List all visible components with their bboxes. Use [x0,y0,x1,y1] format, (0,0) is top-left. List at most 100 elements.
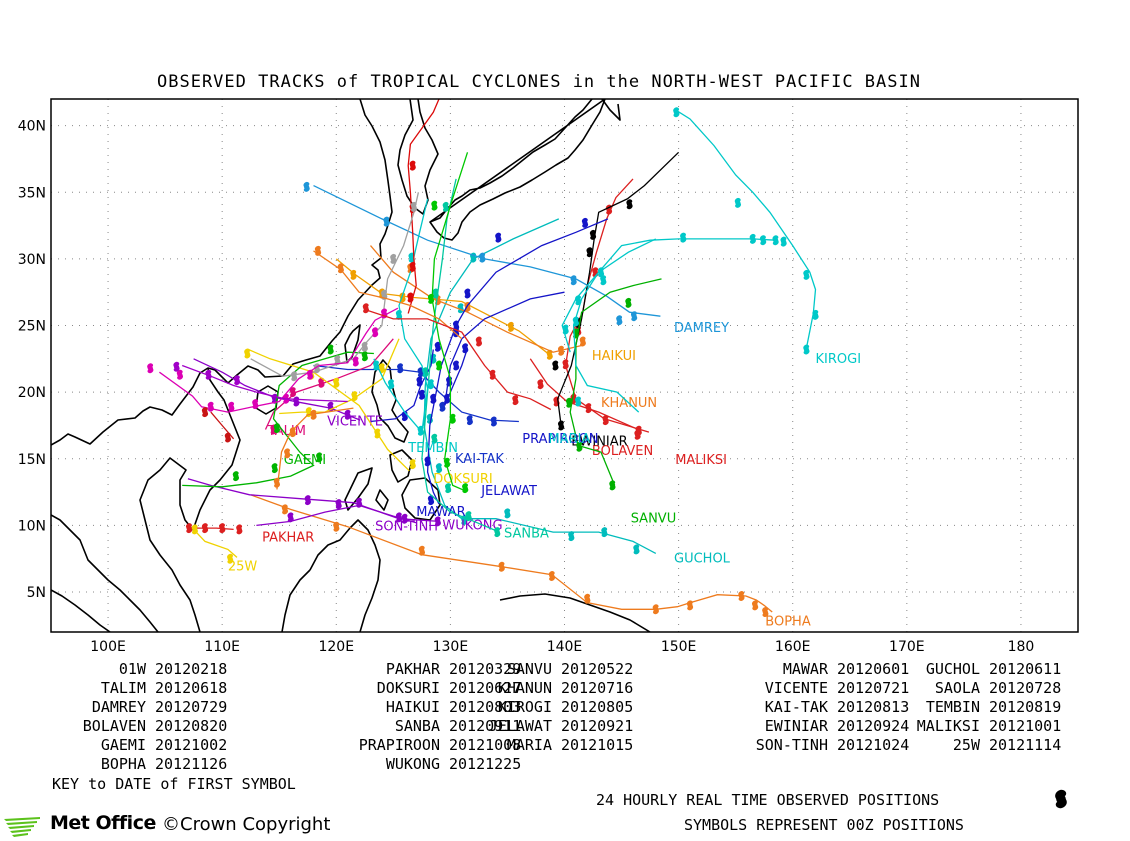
cyclone-position-symbol [494,527,501,538]
coastline-new-guinea [499,593,651,632]
key-entry: PAKHAR 20120329 [250,660,521,678]
cyclone-position-symbol [293,396,300,407]
track-label: BOPHA [765,614,811,629]
track-label: DAMREY [674,321,729,336]
cyclone-position-symbol [205,369,212,380]
cyclone-position-symbol [351,391,358,402]
map-title: OBSERVED TRACKS of TROPICAL CYCLONES in … [157,72,921,92]
track-sanba: SANBA [421,178,549,541]
cyclone-position-symbol [597,267,605,278]
coastline-palawan [344,467,373,511]
cyclone-position-symbol [409,261,416,272]
cyclone-position-symbol [335,499,342,510]
key-entry: GUCHOL 20120611 [880,660,1061,678]
coastline-japan [429,99,606,241]
cyclone-position-symbol [633,544,640,555]
track-haikui: HAIKUI [335,258,636,364]
track-label: SANBA [504,526,549,541]
key-entry: MALIKSI 20121001 [880,717,1061,735]
key-entry: EWINIAR 20120924 [660,717,909,735]
track-label: MAWAR [416,505,465,520]
cyclone-position-symbol [586,247,593,258]
cyclone-position-symbol [284,448,291,459]
cyclone-position-symbol [201,523,209,534]
track-kirogi: KIROGI [673,107,861,367]
cyclone-position-symbol [444,483,452,494]
key-entry: VICENTE 20120721 [660,679,909,697]
cyclone-position-symbol [462,343,469,354]
key-storm-name: MALIKSI [916,717,980,735]
cyclone-position-symbol [410,201,418,212]
cyclone-position-symbol [585,403,592,414]
cyclone-position-symbol [575,295,582,306]
track-wukong: WUKONG [256,499,503,533]
key-entry: SAOLA 20120728 [880,679,1061,697]
lat-tick-label: 5N [27,585,46,601]
key-storm-date: 20121001 [989,717,1062,735]
symbol-note: SYMBOLS REPRESENT 00Z POSITIONS [684,816,964,834]
cyclone-position-symbol [401,513,408,524]
plot-frame [50,98,1079,633]
key-entry: TEMBIN 20120819 [880,698,1061,716]
track-line [159,307,399,413]
key-storm-name: MARIA [506,736,552,754]
lon-tick-label: 140E [547,639,583,655]
track-magenta [147,307,399,413]
coastline-borneo [281,519,381,632]
cyclone-position-symbol [557,345,565,356]
key-storm-name: WUKONG [385,755,440,773]
track-label: HAIKUI [592,349,636,364]
key-note: KEY to DATE of FIRST SYMBOL [52,775,296,793]
track-maria: MARIA [549,238,657,447]
key-storm-date: 20121126 [155,755,228,773]
key-storm-name: PRAPIROON [358,736,440,754]
key-storm-name: GUCHOL [925,660,980,678]
track-ewiniar: EWINIAR [552,151,680,450]
coastline-andaman-coast [51,514,159,632]
track-line [279,338,400,415]
cyclone-position-symbol [333,377,340,388]
cyclone-position-symbol [361,341,368,352]
cyclone-position-symbol [290,371,298,382]
cyclone-position-symbol [304,495,311,506]
cyclone-position-symbol [803,344,810,355]
key-storm-name: SON-TINH [755,736,828,754]
key-storm-name: VICENTE [764,679,828,697]
track-orange_small [273,407,354,490]
track-line [674,109,817,349]
key-storm-name: SANVU [506,660,552,678]
track-orange_ne [313,245,463,340]
cyclone-position-symbol [443,457,451,468]
cyclone-position-symbol [570,275,577,286]
key-storm-name: MAWAR [782,660,828,678]
cyclone-position-symbol [537,379,544,390]
track-doksuri: DOKSURI [244,348,493,487]
coastlines [51,99,651,632]
cyclone-symbol-icon [1055,789,1067,809]
cyclone-position-symbol [228,401,235,412]
key-storm-name: EWINIAR [764,717,828,735]
track-red_north [407,99,440,314]
coastline-luzon [371,359,409,443]
cyclone-position-symbol [333,521,340,532]
track-label: MALIKSI [675,453,727,468]
cyclone-position-symbol [407,292,414,303]
key-storm-name: BOPHA [100,755,146,773]
track-label: TALIM [267,424,306,439]
track-line [431,152,469,492]
key-entry: BOLAVEN 20120820 [52,717,227,735]
track-saola [279,338,400,418]
key-storm-date: 20121114 [989,736,1062,754]
cyclone-position-symbol [449,413,456,424]
cyclone-position-symbol [416,376,423,387]
logo-stripe [8,825,34,829]
cyclone-position-symbol [443,393,451,404]
track-vicente: VICENTE [193,358,383,430]
key-entry: BOPHA 20121126 [52,755,227,773]
cyclone-position-symbol [427,293,435,304]
coastline-taiwan [344,324,361,363]
key-storm-date: 20120805 [561,698,634,716]
key-storm-date: 20120819 [989,698,1062,716]
cyclone-position-symbol [427,379,435,390]
cyclone-position-symbol [466,415,473,426]
